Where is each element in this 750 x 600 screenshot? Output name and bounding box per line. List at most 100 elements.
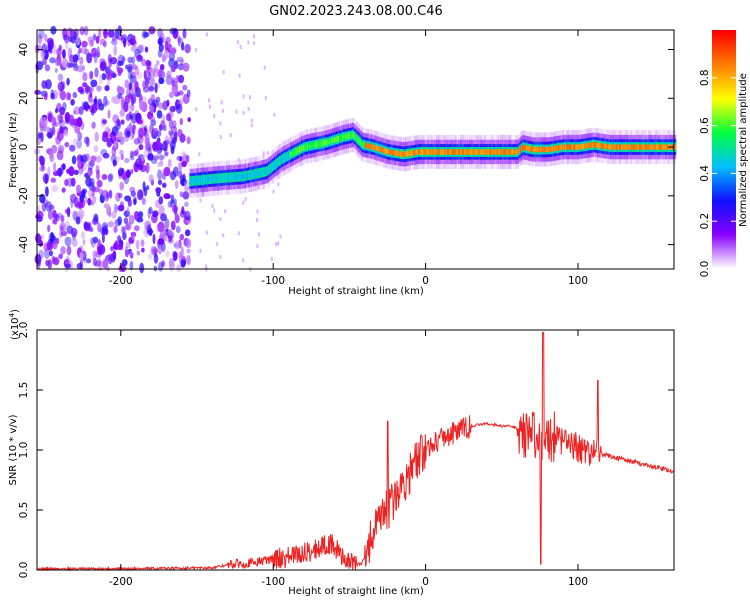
spectrogram-cell bbox=[423, 149, 426, 155]
spectrogram-cell bbox=[279, 158, 282, 164]
spectrogram-cell bbox=[148, 124, 152, 135]
spectrogram-cell bbox=[185, 154, 190, 164]
colorbar-segment bbox=[712, 61, 736, 65]
spectrogram-cell bbox=[256, 218, 259, 223]
spectrogram-cell bbox=[235, 174, 238, 180]
spectrogram-cell bbox=[253, 41, 256, 46]
spectrogram-cell bbox=[156, 82, 161, 89]
spectrogram-cell bbox=[47, 224, 51, 233]
spectrogram-cell bbox=[509, 149, 512, 155]
colorbar-segment bbox=[712, 89, 736, 93]
spectrogram-cell bbox=[165, 36, 171, 45]
spectrogram-cell bbox=[147, 85, 154, 93]
spectrogram-cell bbox=[92, 236, 99, 244]
spectrogram-cell bbox=[108, 173, 114, 181]
spectrogram-cell bbox=[164, 143, 168, 152]
spectrogram-cell bbox=[361, 141, 364, 147]
spectrogram-cell bbox=[162, 124, 167, 132]
spectrogram-cells bbox=[34, 25, 677, 274]
spectrogram-cell bbox=[597, 142, 600, 148]
spectrogram-cell bbox=[253, 171, 256, 177]
spectrogram-cell bbox=[250, 123, 253, 128]
colorbar-segment bbox=[712, 49, 736, 53]
spectrogram-cell bbox=[560, 144, 563, 151]
spectrogram-cell bbox=[266, 151, 269, 155]
spectrogram-cell bbox=[43, 92, 48, 101]
spectrogram-cell bbox=[132, 124, 136, 135]
spectrogram-cell bbox=[157, 102, 165, 110]
spectrogram-cell bbox=[432, 149, 435, 155]
spectrogram-cell bbox=[644, 144, 647, 150]
spectrogram-cell bbox=[478, 149, 481, 155]
spectrogram-cell bbox=[205, 32, 208, 37]
spectrogram-cell bbox=[300, 145, 304, 152]
spectrogram-cell bbox=[213, 113, 216, 118]
spectrogram-cell bbox=[117, 54, 125, 65]
spectrogram-cell bbox=[388, 149, 391, 155]
colorbar-segment bbox=[712, 183, 736, 186]
spectrogram-cell bbox=[120, 96, 125, 107]
spectrogram-cell bbox=[133, 196, 137, 204]
spectrogram-cell bbox=[652, 144, 655, 150]
spectrogram-cell bbox=[244, 173, 247, 179]
colorbar-segment bbox=[712, 145, 736, 149]
spectrogram-cell bbox=[59, 106, 65, 116]
spectrogram-cell bbox=[275, 161, 278, 167]
spectrogram-cell bbox=[485, 149, 488, 155]
spectrogram-cell bbox=[184, 180, 191, 191]
spectrogram-cell bbox=[427, 149, 430, 155]
spectrogram-cell bbox=[569, 144, 572, 150]
colorbar-segment bbox=[712, 247, 736, 250]
spectrogram-cell bbox=[52, 90, 58, 100]
spectrogram-cell bbox=[263, 65, 266, 70]
spectrogram-cell bbox=[165, 250, 170, 258]
spectrogram-cell bbox=[157, 221, 165, 233]
spectrogram-cell bbox=[125, 64, 129, 70]
spectrogram-cell bbox=[374, 145, 377, 151]
spectrogram-cell bbox=[64, 112, 71, 123]
spectrogram-cell bbox=[272, 189, 275, 194]
spectrogram-cell bbox=[113, 45, 118, 56]
spectrogram-cell bbox=[247, 107, 250, 111]
spectrogram-cell bbox=[163, 230, 168, 242]
colorbar-segment bbox=[712, 231, 736, 234]
spectrogram-cell bbox=[247, 40, 250, 45]
spectrogram-cell bbox=[138, 211, 144, 219]
spectrogram-cell bbox=[401, 151, 404, 157]
spectrogram-cell bbox=[332, 137, 335, 144]
spectrogram-cell bbox=[412, 150, 415, 156]
spectrogram-cell bbox=[84, 48, 90, 56]
spectrogram-cell bbox=[199, 248, 202, 253]
spectrogram-cell bbox=[279, 234, 282, 239]
spectrogram-cell bbox=[174, 180, 179, 189]
spectrogram-cell bbox=[107, 53, 112, 63]
spectrogram-cell bbox=[474, 149, 477, 155]
spectrogram-cell bbox=[173, 198, 177, 208]
spectrogram-cell bbox=[516, 149, 519, 155]
spectrogram-cell bbox=[551, 146, 554, 152]
spectrogram-cell bbox=[304, 144, 307, 150]
spectrogram-cell bbox=[49, 147, 53, 158]
spectrogram-y-label: Frequency (Hz) bbox=[8, 112, 19, 188]
spectrogram-cell bbox=[264, 95, 267, 100]
spectrogram-cell bbox=[41, 43, 48, 53]
spectrogram-cell bbox=[179, 118, 183, 126]
colorbar-segment bbox=[712, 39, 736, 43]
spectrogram-cell bbox=[52, 209, 57, 219]
spectrogram-cell bbox=[89, 160, 95, 167]
spectrogram-cell bbox=[452, 149, 455, 155]
colorbar-segment bbox=[712, 219, 736, 222]
spectrogram-cell bbox=[69, 54, 76, 63]
spectrogram-cell bbox=[196, 177, 199, 184]
spectrogram-cell bbox=[136, 71, 143, 80]
colorbar-tick-label: 0.2 bbox=[699, 213, 711, 230]
spectrogram-cell bbox=[140, 239, 145, 248]
spectrogram-cell bbox=[103, 28, 108, 39]
spectrogram-cell bbox=[630, 144, 633, 150]
spectrogram-cell bbox=[277, 159, 280, 165]
spectrogram-cell bbox=[208, 98, 210, 103]
spectrogram-cell bbox=[78, 106, 84, 115]
spectrogram-cell bbox=[38, 29, 45, 40]
colorbar-segment bbox=[712, 181, 736, 184]
spectrogram-cell bbox=[56, 48, 62, 57]
